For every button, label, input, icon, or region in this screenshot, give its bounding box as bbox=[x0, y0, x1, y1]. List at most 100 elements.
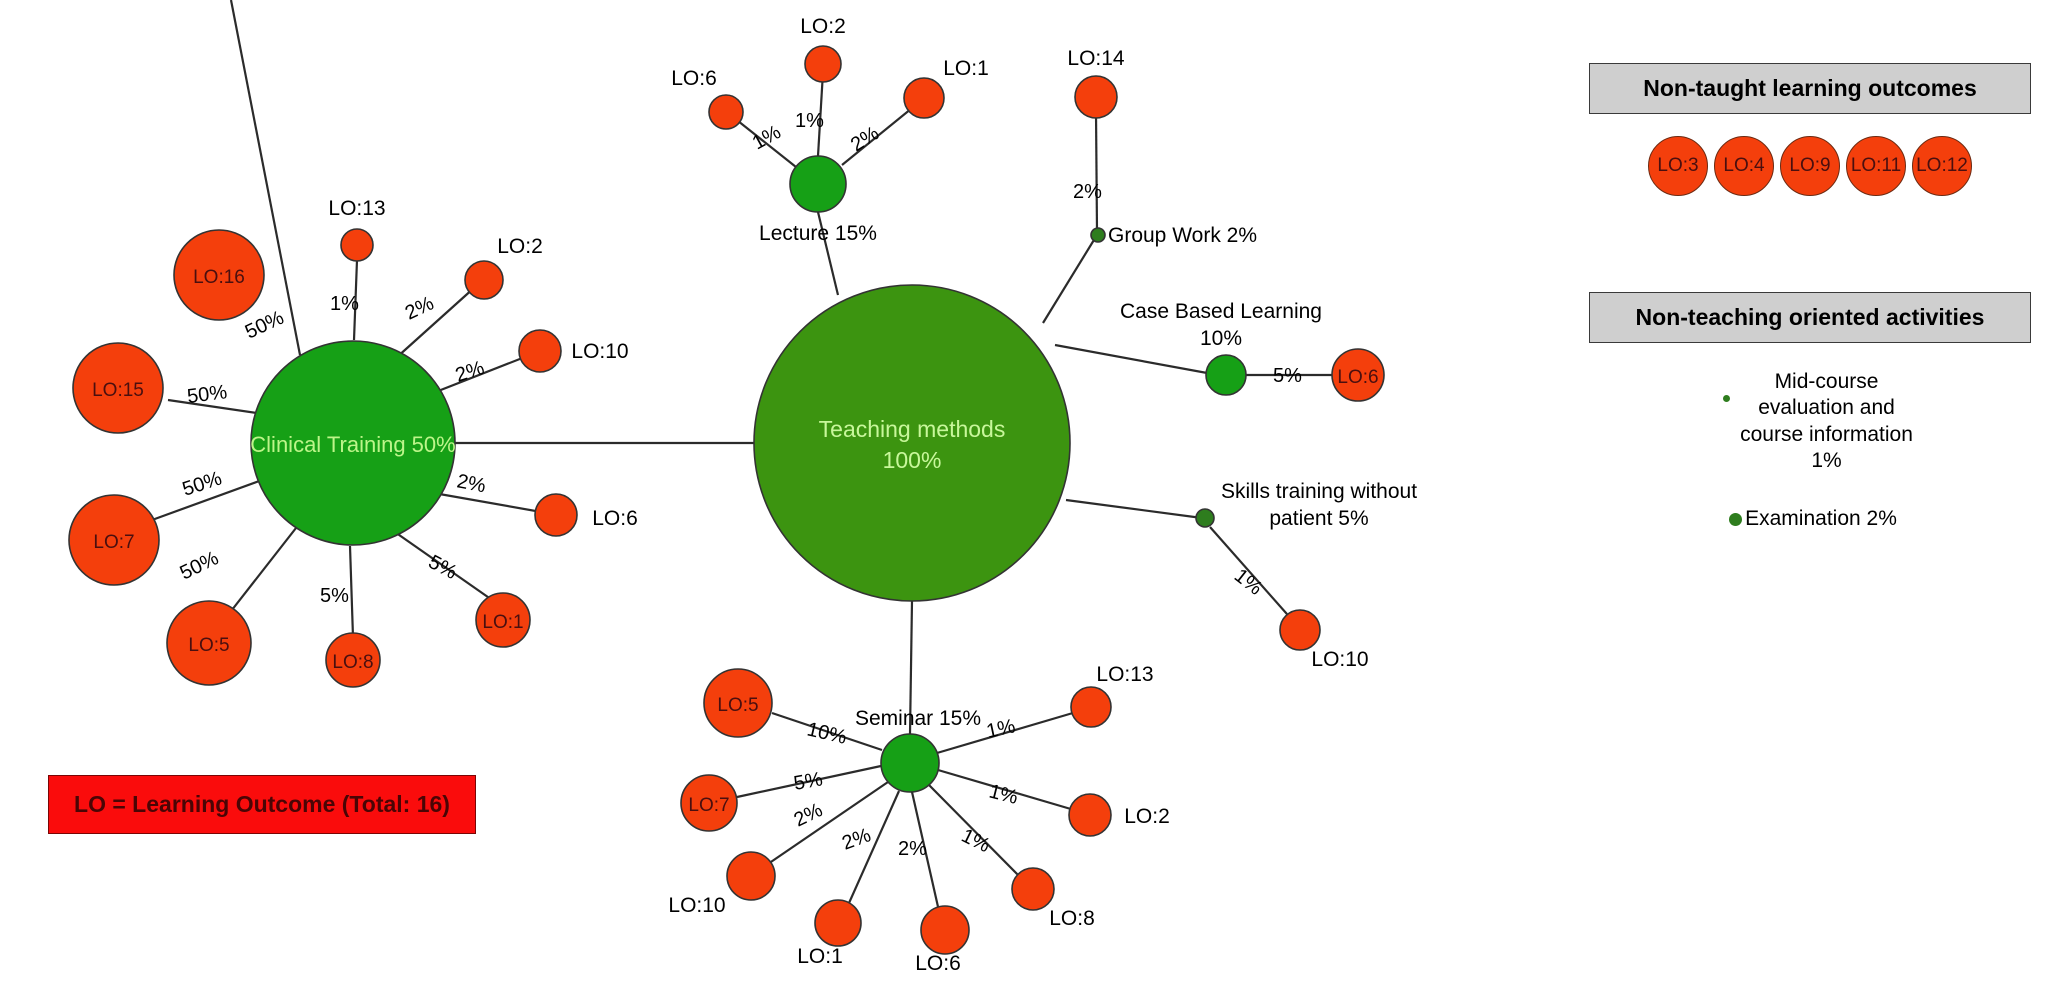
lo-chip[interactable]: LO:11 bbox=[1846, 136, 1906, 196]
lo-node-label: LO:6 bbox=[1337, 367, 1378, 388]
node-lo-lecture-6[interactable]: LO:6 bbox=[671, 67, 744, 130]
edge-seminar-lo5 bbox=[771, 711, 883, 752]
node-lo-skills-10[interactable]: LO:10 bbox=[1279, 609, 1369, 671]
edge-pct-clinical-lo15: 50% bbox=[186, 381, 229, 408]
edge-lecture-lo6 bbox=[732, 116, 797, 168]
lo-node-label: LO:16 bbox=[193, 267, 245, 288]
activity-midcourse[interactable]: Mid-course evaluation and course informa… bbox=[1589, 369, 2031, 474]
edge-seminar-lo10 bbox=[764, 781, 889, 867]
node-lo-groupwork-14[interactable]: LO:14 bbox=[1067, 47, 1125, 119]
skills-label-line2: patient 5% bbox=[1269, 507, 1368, 530]
node-lo-clinical-10[interactable]: LO:10 bbox=[518, 329, 629, 373]
edge-clinical-lo16 bbox=[229, 0, 302, 356]
edge-pct-seminar-lo6: 2% bbox=[898, 838, 927, 860]
lo-node-outside-label: LO:13 bbox=[328, 197, 385, 220]
non-teaching-panel: Non-teaching oriented activities Mid-cou… bbox=[1589, 292, 2031, 532]
activity-line: evaluation and bbox=[1758, 396, 1895, 420]
edge-pct-seminar-lo7: 5% bbox=[792, 768, 825, 795]
activity-examination-text: Examination 2% bbox=[1745, 507, 1897, 530]
edge-pct-seminar-lo5: 10% bbox=[805, 718, 849, 748]
node-lo-clinical-7[interactable]: LO:7 bbox=[68, 494, 160, 586]
edge-seminar-lo8 bbox=[928, 784, 1026, 883]
node-lo-seminar-2[interactable]: LO:2 bbox=[1068, 793, 1170, 837]
node-lo-seminar-7[interactable]: LO:7 bbox=[680, 774, 738, 832]
edge-pct-clinical-lo16: 50% bbox=[242, 307, 288, 344]
edge-pct-clinical-lo13: 1% bbox=[330, 293, 359, 315]
node-lo-clinical-13[interactable]: LO:13 bbox=[328, 197, 386, 262]
edge-center-seminar bbox=[908, 600, 914, 735]
lo-node-outside-label: LO:6 bbox=[671, 67, 717, 90]
edge-seminar-lo2 bbox=[937, 768, 1082, 814]
lo-node-outside-label: LO:2 bbox=[497, 235, 543, 258]
edges-layer bbox=[151, 0, 1332, 921]
node-lo-clinical-1[interactable]: LO:1 bbox=[475, 592, 531, 648]
node-lo-lecture-2[interactable]: LO:2 bbox=[800, 15, 846, 83]
edge-pct-clinical-lo8: 5% bbox=[320, 585, 349, 607]
lo-node-outside-label: LO:10 bbox=[1311, 648, 1368, 671]
activity-line: course information bbox=[1740, 422, 1913, 446]
node-lo-clinical-8[interactable]: LO:8 bbox=[325, 632, 381, 688]
lo-node-label: LO:7 bbox=[688, 795, 729, 816]
node-lo-clinical-5[interactable]: LO:5 bbox=[166, 600, 252, 686]
node-seminar[interactable]: Seminar 15% bbox=[855, 707, 981, 793]
lo-node-outside-label: LO:8 bbox=[1049, 907, 1095, 930]
node-skills-training[interactable]: Skills training without patient 5% bbox=[1195, 480, 1417, 530]
seminar-label: Seminar 15% bbox=[855, 707, 981, 730]
edge-clinical-lo13 bbox=[352, 259, 359, 341]
node-group-work[interactable]: Group Work 2% bbox=[1090, 224, 1257, 247]
node-lo-cbl-6[interactable]: LO:6 bbox=[1331, 348, 1385, 402]
node-lo-seminar-5[interactable]: LO:5 bbox=[703, 668, 773, 738]
node-teaching-methods[interactable]: Teaching methods 100% bbox=[753, 284, 1071, 602]
lo-node-label: LO:8 bbox=[332, 652, 373, 673]
edge-clinical-lo1 bbox=[391, 529, 496, 603]
node-lecture[interactable]: Lecture 15% bbox=[759, 155, 877, 245]
node-lo-clinical-15[interactable]: LO:15 bbox=[72, 342, 164, 434]
node-clinical-training[interactable]: Clinical Training 50% bbox=[250, 340, 456, 546]
edge-pct-seminar-lo2: 1% bbox=[987, 781, 1021, 809]
edge-lecture-lo1 bbox=[841, 103, 918, 166]
node-lo-seminar-6[interactable]: LO:6 bbox=[915, 905, 970, 975]
lo-chip[interactable]: LO:3 bbox=[1648, 136, 1708, 196]
node-lo-clinical-2[interactable]: LO:2 bbox=[464, 235, 543, 300]
cbl-label-line1: Case Based Learning bbox=[1120, 300, 1322, 323]
edge-pct-skills-lo10: 1% bbox=[1230, 565, 1266, 600]
activity-midcourse-text: Mid-course evaluation and course informa… bbox=[1740, 369, 1913, 474]
node-lo-seminar-10[interactable]: LO:10 bbox=[668, 851, 776, 917]
edge-pct-cbl-lo6: 5% bbox=[1273, 365, 1302, 387]
node-lo-seminar-1[interactable]: LO:1 bbox=[797, 899, 862, 968]
edge-clinical-lo6 bbox=[427, 490, 548, 515]
non-taught-chip-row: LO:3 LO:4 LO:9 LO:11 LO:12 bbox=[1589, 136, 2031, 196]
lo-node-outside-label: LO:14 bbox=[1067, 47, 1125, 70]
node-lo-seminar-8[interactable]: LO:8 bbox=[1011, 867, 1095, 930]
edge-pct-lecture-lo6: 1% bbox=[749, 121, 785, 154]
lo-node-outside-label: LO:13 bbox=[1096, 663, 1153, 686]
node-lo-clinical-16[interactable]: LO:16 bbox=[173, 229, 265, 321]
node-lo-clinical-6[interactable]: LO:6 bbox=[534, 493, 638, 537]
lo-chip[interactable]: LO:9 bbox=[1780, 136, 1840, 196]
edge-center-lecture bbox=[816, 211, 840, 296]
green-dot-icon bbox=[1729, 512, 1743, 526]
lo-node-label: LO:5 bbox=[717, 695, 758, 716]
center-label-line1: Teaching methods bbox=[819, 416, 1006, 442]
edge-pct-lecture-lo1: 2% bbox=[847, 122, 883, 156]
edge-pct-clinical-lo6: 2% bbox=[455, 470, 488, 497]
edge-skills-lo10 bbox=[1209, 526, 1295, 623]
lo-chip[interactable]: LO:4 bbox=[1714, 136, 1774, 196]
edge-seminar-lo7 bbox=[736, 764, 882, 799]
activity-examination[interactable]: Examination 2% bbox=[1589, 506, 2031, 532]
edge-center-skills bbox=[1065, 498, 1203, 520]
non-taught-panel: Non-taught learning outcomes LO:3 LO:4 L… bbox=[1589, 63, 2031, 196]
edge-center-groupwork bbox=[1042, 234, 1098, 324]
lo-node-outside-label: LO:2 bbox=[800, 15, 846, 38]
edge-pct-seminar-lo8: 1% bbox=[958, 825, 994, 858]
lo-node-label: LO:1 bbox=[482, 612, 523, 633]
node-case-based-learning[interactable]: Case Based Learning 10% bbox=[1120, 300, 1322, 396]
node-lo-lecture-1[interactable]: LO:1 bbox=[903, 57, 989, 119]
edge-clinical-lo7 bbox=[151, 478, 263, 522]
lo-node-outside-label: LO:1 bbox=[943, 57, 989, 80]
lo-chip[interactable]: LO:12 bbox=[1912, 136, 1972, 196]
cbl-label-line2: 10% bbox=[1200, 327, 1242, 350]
legend-learning-outcome: LO = Learning Outcome (Total: 16) bbox=[48, 775, 476, 834]
node-lo-seminar-13[interactable]: LO:13 bbox=[1070, 663, 1154, 728]
